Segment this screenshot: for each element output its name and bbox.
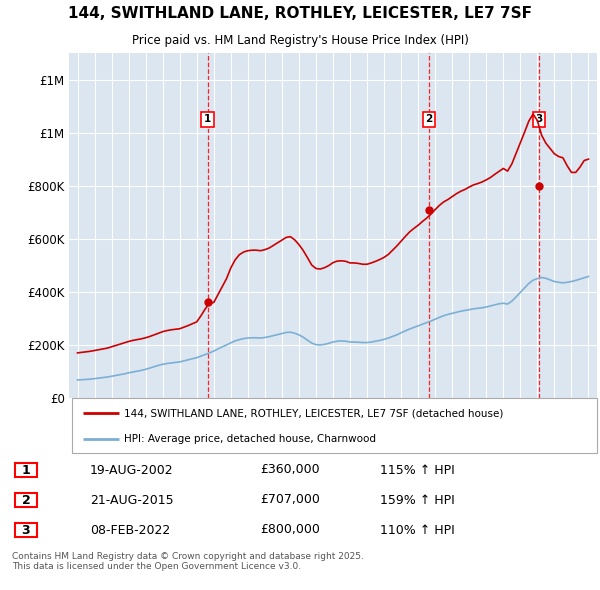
FancyBboxPatch shape <box>15 463 37 477</box>
Text: 1: 1 <box>22 464 31 477</box>
Text: 2: 2 <box>425 114 433 124</box>
FancyBboxPatch shape <box>15 523 37 537</box>
Text: 144, SWITHLAND LANE, ROTHLEY, LEICESTER, LE7 7SF (detached house): 144, SWITHLAND LANE, ROTHLEY, LEICESTER,… <box>125 408 504 418</box>
Text: 110% ↑ HPI: 110% ↑ HPI <box>380 523 455 536</box>
Text: £360,000: £360,000 <box>260 464 320 477</box>
Text: 08-FEB-2022: 08-FEB-2022 <box>90 523 170 536</box>
Text: Contains HM Land Registry data © Crown copyright and database right 2025.
This d: Contains HM Land Registry data © Crown c… <box>12 552 364 571</box>
Text: 3: 3 <box>22 523 31 536</box>
FancyBboxPatch shape <box>15 493 37 507</box>
Text: 2: 2 <box>22 493 31 506</box>
Text: HPI: Average price, detached house, Charnwood: HPI: Average price, detached house, Char… <box>125 434 377 444</box>
Text: 3: 3 <box>535 114 542 124</box>
Text: £707,000: £707,000 <box>260 493 320 506</box>
Text: £800,000: £800,000 <box>260 523 320 536</box>
Text: 115% ↑ HPI: 115% ↑ HPI <box>380 464 455 477</box>
Text: 21-AUG-2015: 21-AUG-2015 <box>90 493 173 506</box>
Text: 1: 1 <box>204 114 211 124</box>
Text: 159% ↑ HPI: 159% ↑ HPI <box>380 493 455 506</box>
Text: 144, SWITHLAND LANE, ROTHLEY, LEICESTER, LE7 7SF: 144, SWITHLAND LANE, ROTHLEY, LEICESTER,… <box>68 6 532 21</box>
Text: 19-AUG-2002: 19-AUG-2002 <box>90 464 173 477</box>
Text: Price paid vs. HM Land Registry's House Price Index (HPI): Price paid vs. HM Land Registry's House … <box>131 34 469 47</box>
